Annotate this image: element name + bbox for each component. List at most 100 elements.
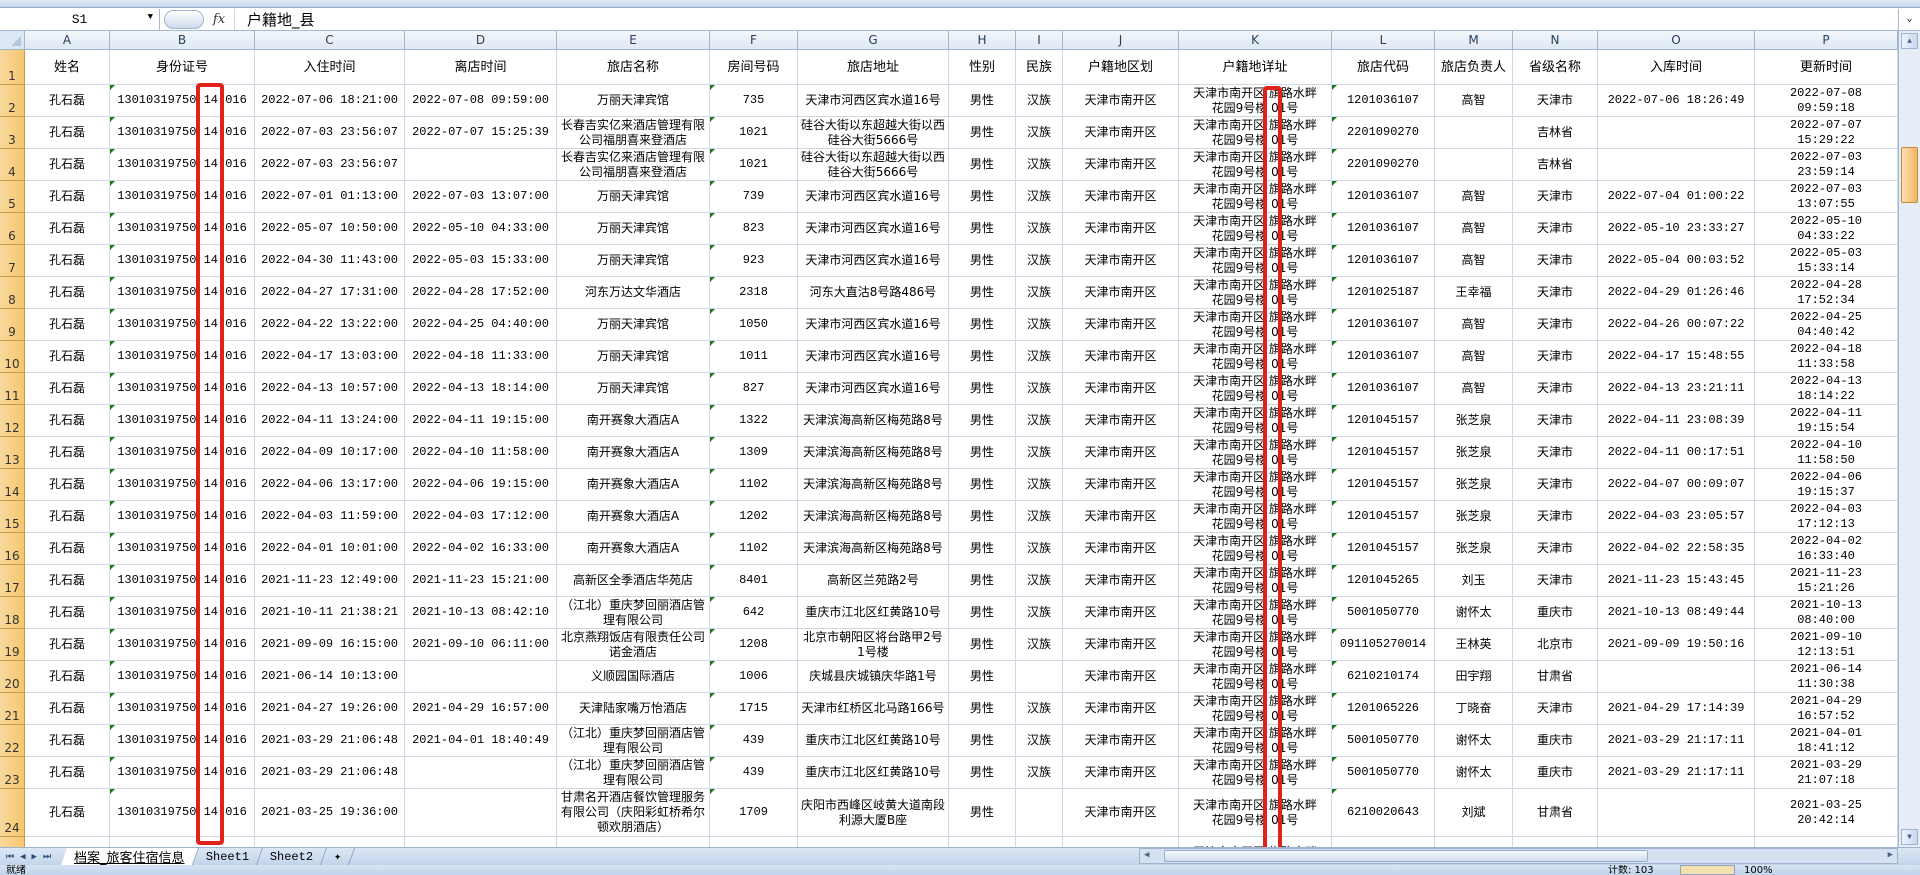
cell-checkout-time[interactable] bbox=[405, 789, 557, 836]
cell-household-address[interactable]: 天津市南开区 旗路水畔 花园9号楼 01号 bbox=[1179, 565, 1332, 596]
cell-name[interactable]: 孔石磊 bbox=[25, 789, 110, 836]
cell-hotel-address[interactable]: 河东大直沽8号路486号 bbox=[798, 277, 949, 308]
header-cell-room-number[interactable]: 房间号码 bbox=[710, 50, 798, 84]
cell-update-time[interactable]: 2021-04-01 18:41:12 bbox=[1755, 725, 1898, 756]
cell-checkin-time[interactable]: 2022-05-07 10:50:00 bbox=[255, 213, 405, 244]
cell-hotel-manager[interactable]: 高智 bbox=[1435, 309, 1513, 340]
cell-checkout-time[interactable]: 2022-05-03 15:33:00 bbox=[405, 245, 557, 276]
cell-hotel-manager[interactable]: 高智 bbox=[1435, 181, 1513, 212]
prev-sheet-icon[interactable]: ◀ bbox=[20, 851, 26, 862]
cell-household-address[interactable]: 天津市南开区 旗路水畔 花园9号楼 01号 bbox=[1179, 789, 1332, 836]
cell-checkin-time[interactable]: 2022-04-01 10:01:00 bbox=[255, 533, 405, 564]
cell-hotel-manager[interactable]: 高智 bbox=[1435, 373, 1513, 404]
scroll-up-icon[interactable]: ▲ bbox=[1901, 33, 1918, 49]
cell-gender[interactable]: 男性 bbox=[949, 597, 1016, 628]
cell-household-district[interactable]: 天津市南开区 bbox=[1063, 149, 1179, 180]
cell-hotel-code[interactable]: 1201036107 bbox=[1332, 373, 1435, 404]
cell-checkin-time[interactable]: 2022-04-17 13:03:00 bbox=[255, 341, 405, 372]
cell-hotel-manager[interactable] bbox=[1435, 837, 1513, 847]
cell-checkout-time[interactable]: 2021-10-13 08:42:10 bbox=[405, 597, 557, 628]
cell-room-number[interactable]: 439 bbox=[710, 757, 798, 788]
cell-name[interactable] bbox=[25, 837, 110, 847]
cell-room-number[interactable]: 1208 bbox=[710, 629, 798, 660]
cell-id-number[interactable]: 13010319750 14 016 bbox=[110, 149, 255, 180]
cell-hotel-manager[interactable]: 高智 bbox=[1435, 85, 1513, 116]
cell-name[interactable]: 孔石磊 bbox=[25, 597, 110, 628]
cell-hotel-name[interactable] bbox=[557, 837, 710, 847]
row-header[interactable]: 3 bbox=[0, 117, 25, 149]
cell-household-district[interactable]: 天津市南开区 bbox=[1063, 725, 1179, 756]
cell-room-number[interactable]: 1322 bbox=[710, 405, 798, 436]
cell-import-time[interactable] bbox=[1598, 149, 1755, 180]
cell-id-number[interactable]: 13010319750 14 016 bbox=[110, 757, 255, 788]
cell-hotel-name[interactable]: （江北）重庆梦回丽酒店管理有限公司 bbox=[557, 597, 710, 628]
cell-province[interactable]: 天津市 bbox=[1513, 405, 1598, 436]
cell-hotel-name[interactable]: 万丽天津宾馆 bbox=[557, 213, 710, 244]
cell-household-district[interactable] bbox=[1063, 837, 1179, 847]
next-sheet-icon[interactable]: ▶ bbox=[31, 851, 37, 862]
column-header-c[interactable]: C bbox=[255, 31, 405, 50]
scroll-left-icon[interactable]: ◀ bbox=[1144, 850, 1150, 860]
cell-hotel-name[interactable]: 万丽天津宾馆 bbox=[557, 181, 710, 212]
cell-checkout-time[interactable]: 2022-04-13 18:14:00 bbox=[405, 373, 557, 404]
cell-checkout-time[interactable]: 2022-07-03 13:07:00 bbox=[405, 181, 557, 212]
cell-province[interactable]: 吉林省 bbox=[1513, 117, 1598, 148]
horizontal-scroll-thumb[interactable] bbox=[1164, 850, 1648, 862]
cell-province[interactable]: 天津市 bbox=[1513, 309, 1598, 340]
cell-hotel-manager[interactable]: 谢怀太 bbox=[1435, 597, 1513, 628]
cell-hotel-code[interactable]: 1201065226 bbox=[1332, 693, 1435, 724]
cell-household-address[interactable]: 天津市南开区 旗路水畔 花园9号楼 01号 bbox=[1179, 469, 1332, 500]
cell-hotel-code[interactable] bbox=[1332, 837, 1435, 847]
cell-checkout-time[interactable]: 2022-04-03 17:12:00 bbox=[405, 501, 557, 532]
cell-hotel-address[interactable]: 天津滨海高新区梅苑路8号 bbox=[798, 405, 949, 436]
cell-checkin-time[interactable]: 2021-03-25 19:36:00 bbox=[255, 789, 405, 836]
cell-checkout-time[interactable]: 2022-04-11 19:15:00 bbox=[405, 405, 557, 436]
cell-hotel-name[interactable]: 万丽天津宾馆 bbox=[557, 341, 710, 372]
row-header[interactable]: 4 bbox=[0, 149, 25, 181]
cell-name[interactable]: 孔石磊 bbox=[25, 501, 110, 532]
cell-household-address[interactable]: 天津市南开区 旗路水畔 花园9号楼 01号 bbox=[1179, 373, 1332, 404]
cell-ethnicity[interactable]: 汉族 bbox=[1016, 309, 1063, 340]
row-header[interactable]: 25 bbox=[0, 837, 25, 847]
header-cell-gender[interactable]: 性别 bbox=[949, 50, 1016, 84]
cell-hotel-address[interactable]: 天津滨海高新区梅苑路8号 bbox=[798, 533, 949, 564]
cell-room-number[interactable]: 923 bbox=[710, 245, 798, 276]
header-cell-household-address[interactable]: 户籍地详址 bbox=[1179, 50, 1332, 84]
cell-household-district[interactable]: 天津市南开区 bbox=[1063, 565, 1179, 596]
cell-room-number[interactable]: 1006 bbox=[710, 661, 798, 692]
cell-ethnicity[interactable]: 汉族 bbox=[1016, 501, 1063, 532]
row-header[interactable]: 21 bbox=[0, 693, 25, 725]
cell-ethnicity[interactable]: 汉族 bbox=[1016, 277, 1063, 308]
cell-checkin-time[interactable]: 2022-04-09 10:17:00 bbox=[255, 437, 405, 468]
cell-import-time[interactable]: 2022-05-04 00:03:52 bbox=[1598, 245, 1755, 276]
row-header[interactable]: 24 bbox=[0, 789, 25, 837]
cell-ethnicity[interactable]: 汉族 bbox=[1016, 181, 1063, 212]
column-header-e[interactable]: E bbox=[557, 31, 710, 50]
cell-hotel-address[interactable]: 庆阳市西峰区岐黄大道南段利源大厦B座 bbox=[798, 789, 949, 836]
cell-import-time[interactable]: 2022-07-04 01:00:22 bbox=[1598, 181, 1755, 212]
cell-ethnicity[interactable]: 汉族 bbox=[1016, 725, 1063, 756]
cell-hotel-code[interactable]: 6210020643 bbox=[1332, 789, 1435, 836]
cell-household-district[interactable]: 天津市南开区 bbox=[1063, 501, 1179, 532]
cell-checkin-time[interactable]: 2022-04-11 13:24:00 bbox=[255, 405, 405, 436]
cell-ethnicity[interactable]: 汉族 bbox=[1016, 565, 1063, 596]
cell-room-number[interactable]: 1709 bbox=[710, 789, 798, 836]
row-header[interactable]: 5 bbox=[0, 181, 25, 213]
insert-sheet-icon[interactable]: ✦ bbox=[320, 848, 356, 865]
cell-hotel-name[interactable]: 万丽天津宾馆 bbox=[557, 245, 710, 276]
cell-household-district[interactable]: 天津市南开区 bbox=[1063, 789, 1179, 836]
name-box[interactable]: S1 ▼ bbox=[0, 8, 160, 30]
cell-province[interactable]: 天津市 bbox=[1513, 277, 1598, 308]
cell-update-time[interactable]: 2021-06-14 11:30:38 bbox=[1755, 661, 1898, 692]
cell-ethnicity[interactable]: 汉族 bbox=[1016, 341, 1063, 372]
cell-id-number[interactable]: 13010319750 14 016 bbox=[110, 213, 255, 244]
cell-room-number[interactable]: 1021 bbox=[710, 149, 798, 180]
cell-room-number[interactable] bbox=[710, 837, 798, 847]
cell-checkout-time[interactable]: 2022-04-25 04:40:00 bbox=[405, 309, 557, 340]
cell-update-time[interactable]: 2022-07-03 13:07:55 bbox=[1755, 181, 1898, 212]
row-header[interactable]: 7 bbox=[0, 245, 25, 277]
cell-hotel-address[interactable]: 重庆市江北区红黄路10号 bbox=[798, 757, 949, 788]
column-header-d[interactable]: D bbox=[405, 31, 557, 50]
cell-hotel-address[interactable]: 天津市河西区宾水道16号 bbox=[798, 85, 949, 116]
cell-update-time[interactable]: 2021-03-29 21:07:18 bbox=[1755, 757, 1898, 788]
